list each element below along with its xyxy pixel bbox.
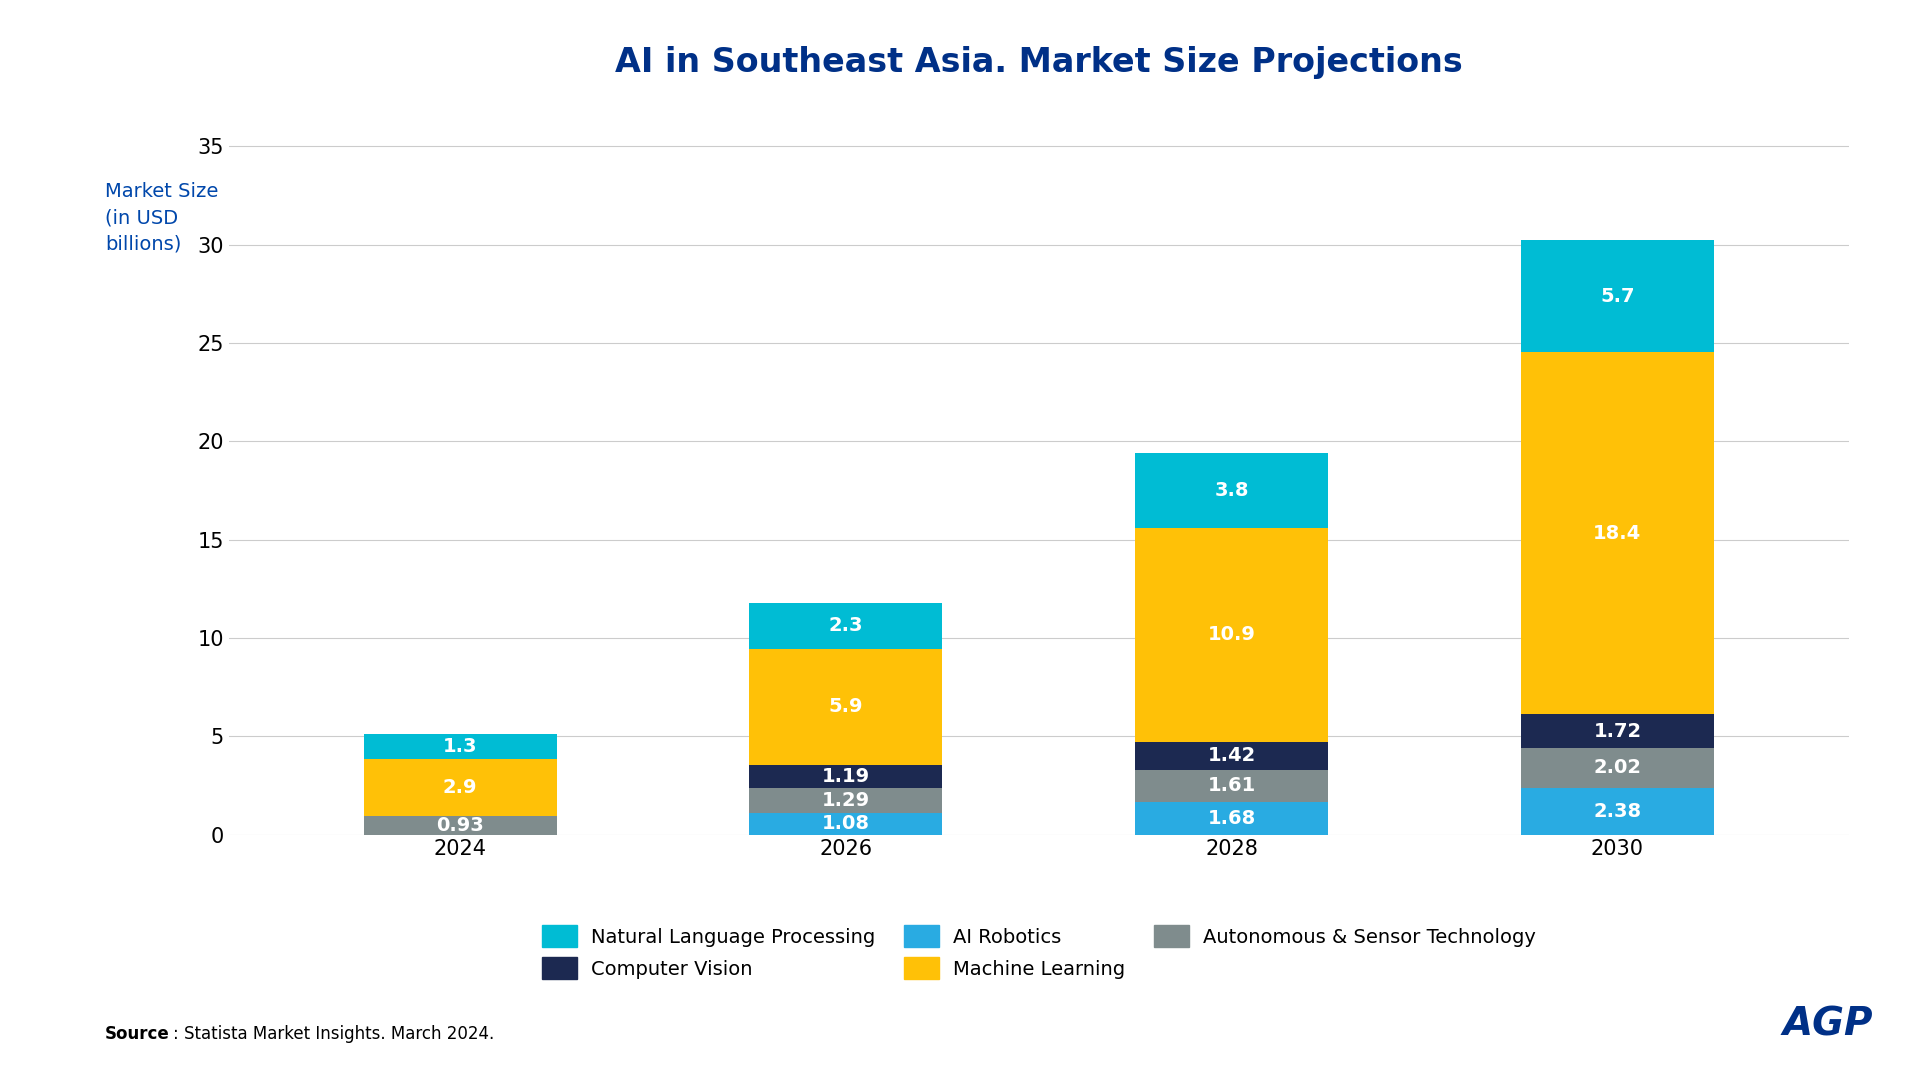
Legend: Natural Language Processing, Computer Vision, AI Robotics, Machine Learning, Aut: Natural Language Processing, Computer Vi…: [533, 917, 1543, 988]
Bar: [364, 816, 556, 835]
Bar: [1135, 453, 1328, 528]
Bar: [749, 788, 941, 813]
Bar: [749, 603, 941, 648]
Bar: [1135, 742, 1328, 770]
Text: 1.61: 1.61: [1208, 776, 1255, 795]
Bar: [1135, 528, 1328, 742]
Bar: [1520, 715, 1713, 748]
Bar: [1135, 770, 1328, 801]
Bar: [749, 813, 941, 835]
Text: 1.08: 1.08: [821, 814, 869, 834]
Text: 3.8: 3.8: [1213, 480, 1248, 500]
Text: : Statista Market Insights. March 2024.: : Statista Market Insights. March 2024.: [173, 1025, 495, 1043]
Bar: [1520, 748, 1713, 788]
Text: 1.3: 1.3: [442, 737, 476, 756]
Text: 1.42: 1.42: [1208, 747, 1255, 765]
Text: 2.3: 2.3: [829, 616, 863, 636]
Text: 1.68: 1.68: [1208, 809, 1255, 827]
Text: 0.93: 0.93: [436, 816, 484, 835]
Text: 1.72: 1.72: [1593, 721, 1640, 740]
Bar: [1520, 788, 1713, 835]
Bar: [1135, 801, 1328, 835]
Text: 1.19: 1.19: [821, 767, 869, 785]
Text: 2.02: 2.02: [1593, 759, 1640, 778]
Text: Source: Source: [105, 1025, 170, 1043]
Text: 18.4: 18.4: [1593, 524, 1640, 542]
Bar: [364, 734, 556, 760]
Text: 2.9: 2.9: [442, 778, 476, 797]
Bar: [1520, 241, 1713, 352]
Bar: [749, 765, 941, 788]
Text: 2.38: 2.38: [1593, 801, 1640, 821]
Text: Market Size
(in USD
billions): Market Size (in USD billions): [105, 182, 217, 254]
Text: 5.9: 5.9: [829, 697, 863, 716]
Text: 10.9: 10.9: [1208, 625, 1255, 644]
Bar: [364, 760, 556, 816]
Text: 1.29: 1.29: [821, 791, 869, 810]
Bar: [749, 648, 941, 765]
Text: 5.7: 5.7: [1600, 287, 1634, 306]
Text: AGP: AGP: [1781, 1005, 1871, 1043]
Title: AI in Southeast Asia. Market Size Projections: AI in Southeast Asia. Market Size Projec…: [615, 46, 1461, 79]
Bar: [1520, 352, 1713, 715]
